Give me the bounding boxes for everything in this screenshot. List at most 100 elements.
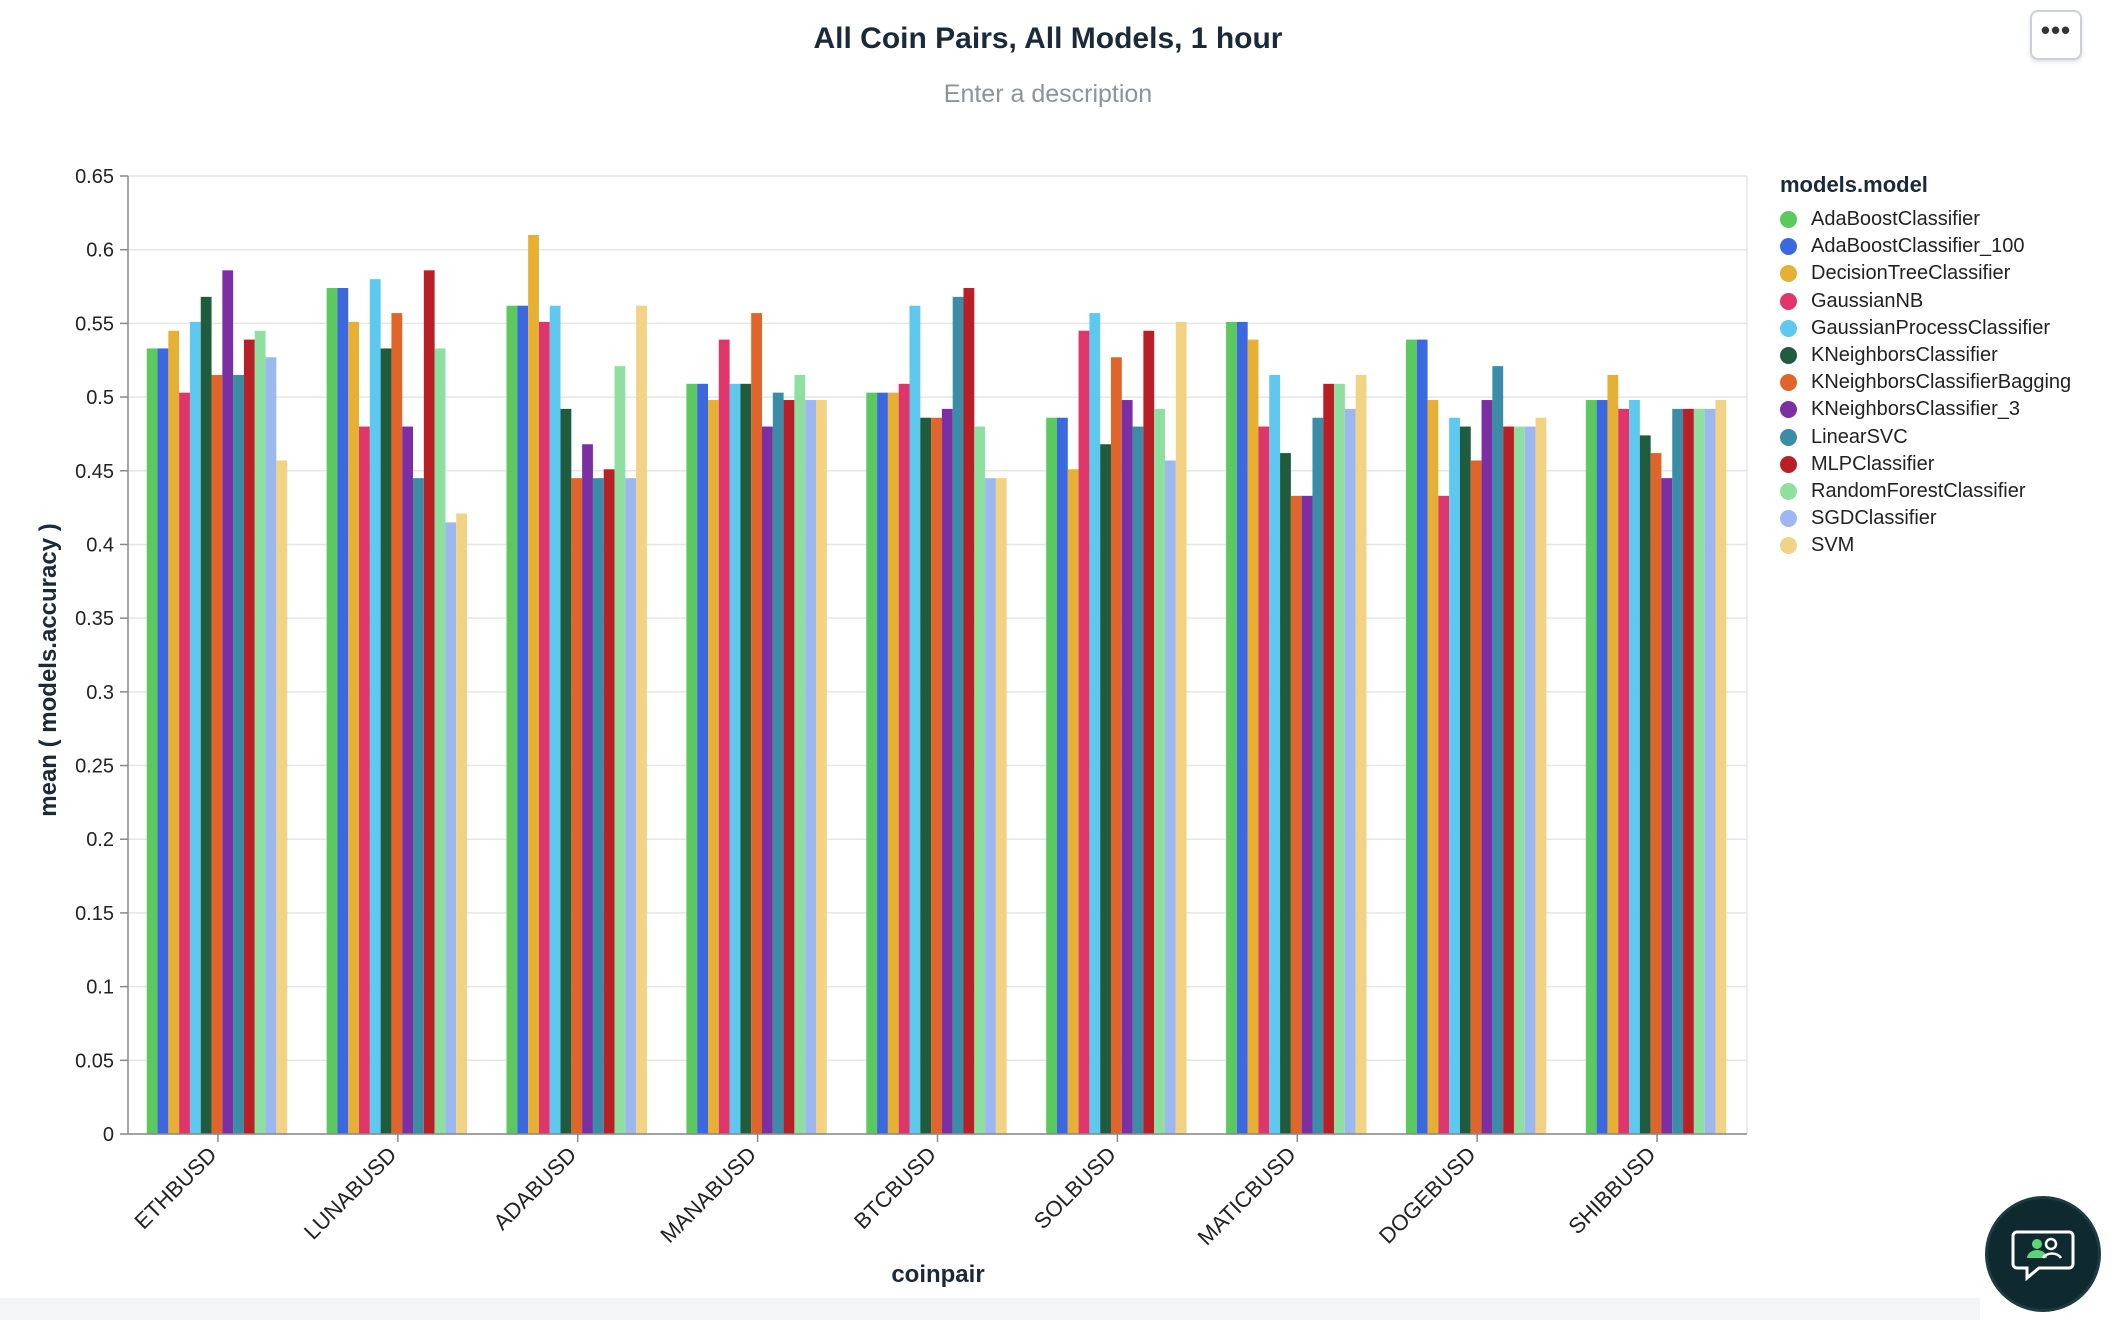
bar-LUNABUSD-KNeighborsClassifier_3[interactable] bbox=[402, 426, 414, 1134]
bar-ETHBUSD-SGDClassifier[interactable] bbox=[265, 357, 277, 1134]
bar-DOGEBUSD-GaussianNB[interactable] bbox=[1438, 495, 1450, 1135]
bar-BTCBUSD-SVM[interactable] bbox=[995, 478, 1007, 1135]
bar-ETHBUSD-AdaBoostClassifier[interactable] bbox=[146, 348, 158, 1134]
legend-item-AdaBoostClassifier_100[interactable]: AdaBoostClassifier_100 bbox=[1780, 233, 2071, 260]
bar-LUNABUSD-GaussianProcessClassifier[interactable] bbox=[369, 279, 381, 1135]
bar-MATICBUSD-MLPClassifier[interactable] bbox=[1323, 383, 1335, 1134]
bar-SOLBUSD-KNeighborsClassifier_3[interactable] bbox=[1121, 400, 1133, 1134]
bar-ETHBUSD-GaussianNB[interactable] bbox=[179, 392, 190, 1134]
bar-BTCBUSD-KNeighborsClassifier[interactable] bbox=[920, 417, 932, 1134]
bar-MATICBUSD-DecisionTreeClassifier[interactable] bbox=[1247, 339, 1259, 1134]
bar-BTCBUSD-LinearSVC[interactable] bbox=[952, 296, 964, 1135]
legend-item-SVM[interactable]: SVM bbox=[1780, 532, 2071, 559]
bar-ETHBUSD-GaussianProcessClassifier[interactable] bbox=[189, 321, 201, 1134]
bar-LUNABUSD-AdaBoostClassifier_100[interactable] bbox=[337, 288, 349, 1134]
bar-MANABUSD-SVM[interactable] bbox=[816, 400, 827, 1134]
bar-LUNABUSD-KNeighborsClassifier[interactable] bbox=[380, 348, 392, 1134]
chat-help-button[interactable] bbox=[1985, 1196, 2101, 1312]
bar-DOGEBUSD-SGDClassifier[interactable] bbox=[1524, 426, 1536, 1134]
bar-DOGEBUSD-GaussianProcessClassifier[interactable] bbox=[1449, 417, 1460, 1134]
bar-SHIBBUSD-DecisionTreeClassifier[interactable] bbox=[1607, 374, 1619, 1134]
bar-MATICBUSD-SVM[interactable] bbox=[1355, 374, 1367, 1134]
bar-MANABUSD-DecisionTreeClassifier[interactable] bbox=[708, 400, 719, 1134]
bar-MATICBUSD-GaussianProcessClassifier[interactable] bbox=[1269, 374, 1281, 1134]
bar-MANABUSD-AdaBoostClassifier_100[interactable] bbox=[697, 383, 709, 1134]
bar-ADABUSD-KNeighborsClassifier[interactable] bbox=[560, 408, 572, 1135]
bar-ETHBUSD-SVM[interactable] bbox=[276, 460, 288, 1135]
bar-BTCBUSD-RandomForestClassifier[interactable] bbox=[974, 426, 986, 1134]
bar-SOLBUSD-KNeighborsClassifier[interactable] bbox=[1100, 444, 1111, 1134]
bar-DOGEBUSD-DecisionTreeClassifier[interactable] bbox=[1427, 400, 1439, 1134]
bar-ADABUSD-DecisionTreeClassifier[interactable] bbox=[528, 234, 539, 1134]
bar-MATICBUSD-SGDClassifier[interactable] bbox=[1344, 408, 1356, 1135]
bar-SHIBBUSD-MLPClassifier[interactable] bbox=[1683, 408, 1694, 1135]
bar-DOGEBUSD-KNeighborsClassifier_3[interactable] bbox=[1481, 400, 1493, 1134]
bar-BTCBUSD-GaussianNB[interactable] bbox=[898, 383, 910, 1134]
bar-ADABUSD-RandomForestClassifier[interactable] bbox=[614, 366, 626, 1134]
bar-DOGEBUSD-KNeighborsClassifierBagging[interactable] bbox=[1470, 460, 1482, 1135]
bar-DOGEBUSD-AdaBoostClassifier_100[interactable] bbox=[1416, 339, 1428, 1134]
bar-LUNABUSD-SVM[interactable] bbox=[456, 513, 468, 1134]
bar-BTCBUSD-MLPClassifier[interactable] bbox=[963, 288, 975, 1134]
bar-SHIBBUSD-AdaBoostClassifier_100[interactable] bbox=[1596, 400, 1608, 1134]
bar-SOLBUSD-DecisionTreeClassifier[interactable] bbox=[1067, 469, 1079, 1134]
bar-ADABUSD-KNeighborsClassifierBagging[interactable] bbox=[571, 478, 583, 1135]
bar-MANABUSD-MLPClassifier[interactable] bbox=[783, 400, 795, 1134]
bar-LUNABUSD-GaussianNB[interactable] bbox=[359, 426, 370, 1134]
bar-MANABUSD-GaussianProcessClassifier[interactable] bbox=[729, 383, 741, 1134]
bar-DOGEBUSD-SVM[interactable] bbox=[1535, 417, 1547, 1134]
bar-SOLBUSD-KNeighborsClassifierBagging[interactable] bbox=[1110, 357, 1122, 1134]
legend-item-KNeighborsClassifierBagging[interactable]: KNeighborsClassifierBagging bbox=[1780, 369, 2071, 396]
bar-SOLBUSD-RandomForestClassifier[interactable] bbox=[1154, 408, 1165, 1135]
bar-MANABUSD-RandomForestClassifier[interactable] bbox=[794, 374, 806, 1134]
bar-ETHBUSD-RandomForestClassifier[interactable] bbox=[254, 330, 266, 1134]
bar-ETHBUSD-KNeighborsClassifier_3[interactable] bbox=[222, 270, 234, 1134]
bar-MATICBUSD-KNeighborsClassifier_3[interactable] bbox=[1301, 495, 1313, 1135]
bar-MATICBUSD-LinearSVC[interactable] bbox=[1312, 417, 1324, 1134]
bar-ADABUSD-SVM[interactable] bbox=[636, 305, 647, 1134]
bar-SOLBUSD-LinearSVC[interactable] bbox=[1132, 426, 1144, 1134]
bar-BTCBUSD-AdaBoostClassifier[interactable] bbox=[866, 392, 878, 1134]
bar-DOGEBUSD-AdaBoostClassifier[interactable] bbox=[1405, 339, 1417, 1134]
bar-ADABUSD-LinearSVC[interactable] bbox=[592, 478, 604, 1135]
bar-BTCBUSD-KNeighborsClassifierBagging[interactable] bbox=[931, 417, 942, 1134]
bar-SHIBBUSD-KNeighborsClassifier_3[interactable] bbox=[1661, 478, 1673, 1135]
bar-SHIBBUSD-LinearSVC[interactable] bbox=[1672, 408, 1684, 1135]
bar-ADABUSD-AdaBoostClassifier[interactable] bbox=[506, 305, 518, 1134]
bar-SHIBBUSD-SVM[interactable] bbox=[1715, 400, 1727, 1134]
bar-LUNABUSD-DecisionTreeClassifier[interactable] bbox=[348, 321, 360, 1134]
bar-LUNABUSD-LinearSVC[interactable] bbox=[413, 478, 424, 1135]
bar-SOLBUSD-SVM[interactable] bbox=[1175, 321, 1187, 1134]
bar-ADABUSD-GaussianNB[interactable] bbox=[538, 321, 550, 1134]
bar-SHIBBUSD-SGDClassifier[interactable] bbox=[1704, 408, 1716, 1135]
more-options-button[interactable]: ••• bbox=[2030, 10, 2082, 60]
bar-BTCBUSD-AdaBoostClassifier_100[interactable] bbox=[877, 392, 888, 1134]
legend-item-AdaBoostClassifier[interactable]: AdaBoostClassifier bbox=[1780, 206, 2071, 233]
bar-SOLBUSD-MLPClassifier[interactable] bbox=[1143, 330, 1155, 1134]
bar-ADABUSD-KNeighborsClassifier_3[interactable] bbox=[582, 444, 593, 1134]
bar-MATICBUSD-RandomForestClassifier[interactable] bbox=[1334, 383, 1345, 1134]
legend-item-SGDClassifier[interactable]: SGDClassifier bbox=[1780, 505, 2071, 532]
legend-item-KNeighborsClassifier[interactable]: KNeighborsClassifier bbox=[1780, 342, 2071, 369]
bar-ETHBUSD-KNeighborsClassifierBagging[interactable] bbox=[211, 374, 223, 1134]
legend-item-KNeighborsClassifier_3[interactable]: KNeighborsClassifier_3 bbox=[1780, 396, 2071, 423]
bar-SHIBBUSD-KNeighborsClassifierBagging[interactable] bbox=[1650, 453, 1662, 1134]
bar-SHIBBUSD-AdaBoostClassifier[interactable] bbox=[1585, 400, 1597, 1134]
bar-SOLBUSD-GaussianProcessClassifier[interactable] bbox=[1089, 313, 1101, 1134]
bar-ETHBUSD-KNeighborsClassifier[interactable] bbox=[200, 296, 212, 1135]
bar-BTCBUSD-DecisionTreeClassifier[interactable] bbox=[887, 392, 899, 1134]
legend-item-DecisionTreeClassifier[interactable]: DecisionTreeClassifier bbox=[1780, 260, 2071, 287]
bar-SOLBUSD-SGDClassifier[interactable] bbox=[1164, 460, 1176, 1135]
bar-LUNABUSD-KNeighborsClassifierBagging[interactable] bbox=[391, 313, 403, 1134]
legend-item-RandomForestClassifier[interactable]: RandomForestClassifier bbox=[1780, 478, 2071, 505]
bar-SHIBBUSD-GaussianNB[interactable] bbox=[1618, 408, 1630, 1135]
bar-DOGEBUSD-RandomForestClassifier[interactable] bbox=[1513, 426, 1525, 1134]
legend-item-LinearSVC[interactable]: LinearSVC bbox=[1780, 424, 2071, 451]
bar-BTCBUSD-SGDClassifier[interactable] bbox=[985, 478, 996, 1135]
bar-MATICBUSD-GaussianNB[interactable] bbox=[1258, 426, 1270, 1134]
bar-ETHBUSD-DecisionTreeClassifier[interactable] bbox=[168, 330, 180, 1134]
bar-LUNABUSD-MLPClassifier[interactable] bbox=[423, 270, 435, 1134]
bar-SOLBUSD-AdaBoostClassifier[interactable] bbox=[1046, 417, 1057, 1134]
bar-MANABUSD-KNeighborsClassifier_3[interactable] bbox=[762, 426, 773, 1134]
bar-MANABUSD-LinearSVC[interactable] bbox=[772, 392, 784, 1134]
